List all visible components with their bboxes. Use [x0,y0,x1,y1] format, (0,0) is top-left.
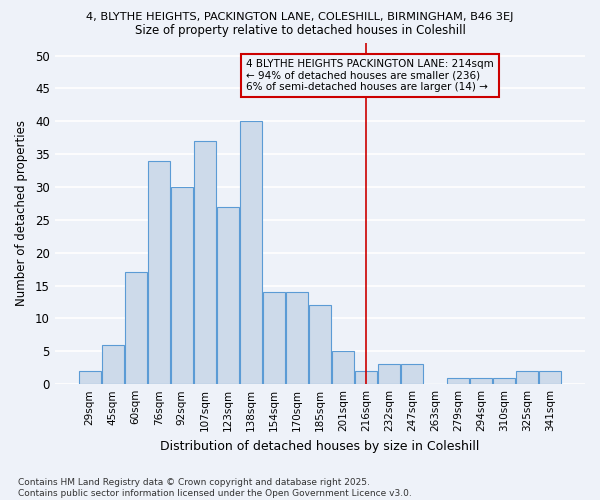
Y-axis label: Number of detached properties: Number of detached properties [15,120,28,306]
Bar [171,187,193,384]
Text: Contains HM Land Registry data © Crown copyright and database right 2025.
Contai: Contains HM Land Registry data © Crown c… [18,478,412,498]
Bar [194,141,216,384]
Text: Size of property relative to detached houses in Coleshill: Size of property relative to detached ho… [134,24,466,37]
Bar [378,364,400,384]
Bar [79,371,101,384]
X-axis label: Distribution of detached houses by size in Coleshill: Distribution of detached houses by size … [160,440,479,452]
Bar [516,371,538,384]
Bar [401,364,423,384]
Bar [125,272,146,384]
Text: 4, BLYTHE HEIGHTS, PACKINGTON LANE, COLESHILL, BIRMINGHAM, B46 3EJ: 4, BLYTHE HEIGHTS, PACKINGTON LANE, COLE… [86,12,514,22]
Bar [355,371,377,384]
Bar [240,122,262,384]
Bar [332,352,354,384]
Bar [148,161,170,384]
Bar [493,378,515,384]
Bar [539,371,561,384]
Bar [263,292,285,384]
Bar [102,345,124,384]
Bar [470,378,492,384]
Text: 4 BLYTHE HEIGHTS PACKINGTON LANE: 214sqm
← 94% of detached houses are smaller (2: 4 BLYTHE HEIGHTS PACKINGTON LANE: 214sqm… [246,59,494,92]
Bar [286,292,308,384]
Bar [447,378,469,384]
Bar [309,306,331,384]
Bar [217,207,239,384]
